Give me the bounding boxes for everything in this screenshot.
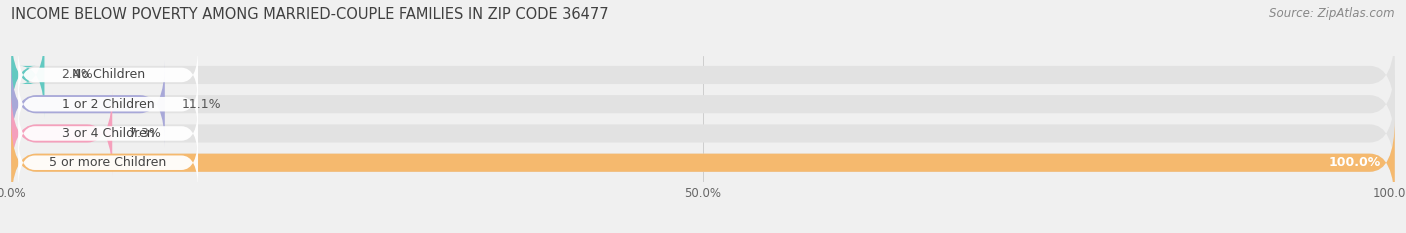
FancyBboxPatch shape [18,47,198,103]
Text: INCOME BELOW POVERTY AMONG MARRIED-COUPLE FAMILIES IN ZIP CODE 36477: INCOME BELOW POVERTY AMONG MARRIED-COUPL… [11,7,609,22]
FancyBboxPatch shape [11,31,45,119]
Text: 100.0%: 100.0% [1329,156,1381,169]
FancyBboxPatch shape [18,76,198,132]
Text: 3 or 4 Children: 3 or 4 Children [62,127,155,140]
Text: Source: ZipAtlas.com: Source: ZipAtlas.com [1270,7,1395,20]
Text: 1 or 2 Children: 1 or 2 Children [62,98,155,111]
FancyBboxPatch shape [11,61,1395,148]
FancyBboxPatch shape [11,31,1395,119]
Text: 11.1%: 11.1% [181,98,221,111]
FancyBboxPatch shape [11,90,112,177]
FancyBboxPatch shape [11,90,1395,177]
FancyBboxPatch shape [11,61,165,148]
Text: 2.4%: 2.4% [60,69,93,82]
Text: 5 or more Children: 5 or more Children [49,156,167,169]
FancyBboxPatch shape [11,119,1395,206]
FancyBboxPatch shape [11,119,1395,206]
FancyBboxPatch shape [18,106,198,161]
Text: No Children: No Children [72,69,145,82]
Text: 7.3%: 7.3% [129,127,160,140]
FancyBboxPatch shape [18,135,198,191]
